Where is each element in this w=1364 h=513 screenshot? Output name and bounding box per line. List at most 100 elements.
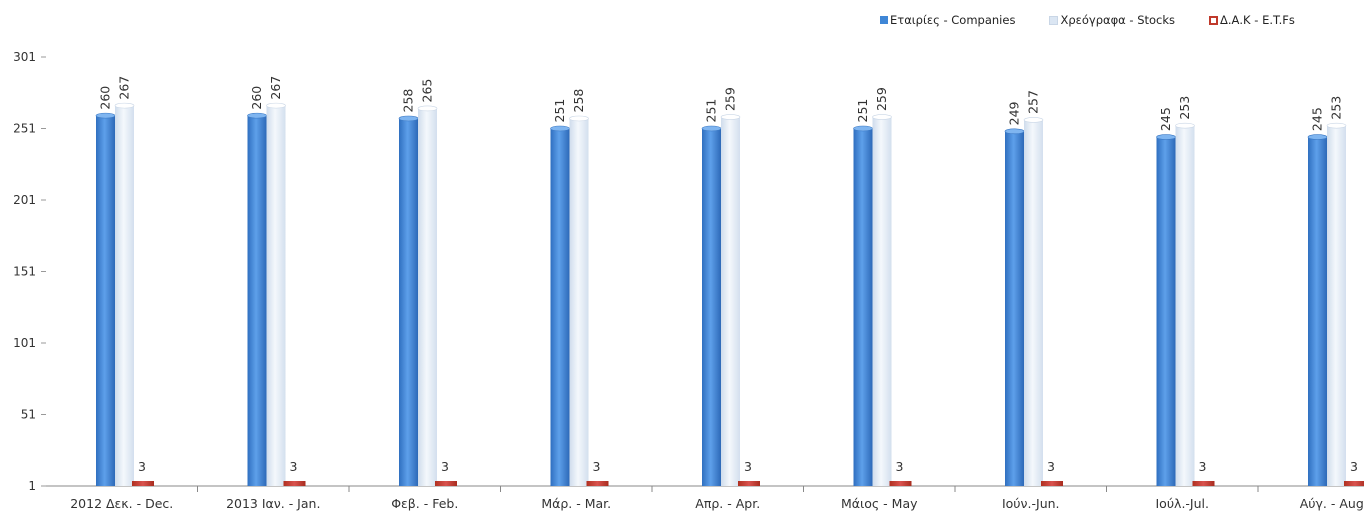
- bar-cap-stocks: [266, 102, 286, 109]
- y-tick-label: 151: [13, 265, 36, 279]
- bar-stocks: [1327, 125, 1346, 486]
- x-category-label: Φεβ. - Feb.: [391, 496, 458, 511]
- y-tick-label: 301: [13, 50, 36, 64]
- legend-swatch-etfs: [1209, 15, 1219, 25]
- bar-stocks: [418, 108, 437, 486]
- bar-cap-companies: [247, 112, 267, 119]
- bar-companies: [96, 115, 115, 486]
- value-label-companies: 245: [1310, 107, 1325, 131]
- value-label-stocks: 253: [1177, 96, 1192, 120]
- bar-cap-stocks: [872, 114, 892, 120]
- chart-labels: 2012 Δεκ. - Dec. 260 267 3 2013 Ιαν. - Jan. 2…: [70, 76, 1364, 511]
- legend-swatch-companies: [880, 16, 888, 24]
- value-label-companies: 251: [552, 99, 567, 123]
- bar-etfs: [435, 481, 457, 486]
- value-label-companies: 249: [1007, 101, 1022, 125]
- bar-stocks: [1024, 119, 1043, 487]
- y-tick-label: 51: [21, 408, 36, 422]
- bar-companies: [399, 118, 418, 487]
- bar-cap-companies: [853, 125, 873, 132]
- legend-item-etfs: Δ.Α.Κ - E.T.Fs: [1209, 13, 1295, 27]
- bar-cap-stocks: [417, 105, 438, 112]
- value-label-companies: 245: [1158, 107, 1173, 131]
- value-label-stocks: 259: [723, 87, 738, 111]
- value-label-companies: 251: [704, 99, 719, 123]
- x-category-label: Μάρ. - Mar.: [541, 496, 611, 511]
- legend-label-etfs: Δ.Α.Κ - E.T.Fs: [1220, 13, 1295, 27]
- x-category-label: Ιούν.-Jun.: [1002, 496, 1060, 511]
- bar-cap-stocks: [1175, 122, 1195, 129]
- bar-cap-stocks: [720, 114, 741, 120]
- legend-swatch-stocks: [1049, 15, 1059, 25]
- bar-stocks: [721, 117, 740, 486]
- bar-cap-stocks: [114, 102, 135, 109]
- chart-bars: [95, 102, 1364, 487]
- bar-cap-companies: [1156, 134, 1176, 140]
- bar-companies: [550, 128, 570, 486]
- value-label-companies: 260: [249, 86, 264, 110]
- bar-stocks: [1175, 125, 1195, 486]
- legend-item-companies: Εταιρίες - Companies: [880, 13, 1015, 27]
- x-category-label: 2013 Ιαν. - Jan.: [226, 496, 320, 511]
- x-category-label: Απρ. - Apr.: [695, 496, 760, 511]
- bar-cap-companies: [95, 112, 116, 119]
- bar-cap-stocks: [569, 115, 589, 122]
- legend-label-stocks: Χρεόγραφα - Stocks: [1060, 13, 1176, 27]
- chart-legend: Εταιρίες - Companies Χρεόγραφα - Stocks …: [880, 13, 1329, 27]
- value-label-etfs: 3: [593, 459, 601, 474]
- bar-etfs: [1041, 481, 1063, 486]
- value-label-etfs: 3: [1047, 459, 1055, 474]
- bar-cap-companies: [550, 125, 570, 132]
- x-category-label: Αύγ. - Aug.: [1300, 496, 1364, 511]
- y-tick-label: 1: [28, 479, 36, 493]
- bar-cap-companies: [398, 115, 419, 122]
- bar-stocks: [569, 118, 589, 487]
- y-tick-label: 201: [13, 193, 36, 207]
- bar-etfs: [586, 481, 609, 486]
- x-category-label: Ιούλ.-Jul.: [1155, 496, 1209, 511]
- y-tick-label: 101: [13, 336, 36, 350]
- bar-stocks: [266, 105, 286, 487]
- bar-companies: [702, 128, 721, 486]
- bar-etfs: [889, 481, 912, 486]
- value-label-companies: 251: [855, 99, 870, 123]
- bar-companies: [1005, 131, 1024, 487]
- y-tick-label: 251: [13, 122, 36, 136]
- value-label-etfs: 3: [138, 459, 146, 474]
- value-label-stocks: 267: [117, 76, 132, 100]
- value-label-stocks: 258: [571, 89, 586, 113]
- value-label-stocks: 265: [420, 79, 435, 103]
- x-category-label: 2012 Δεκ. - Dec.: [70, 496, 173, 511]
- legend-label-companies: Εταιρίες - Companies: [890, 13, 1016, 27]
- bar-etfs: [283, 481, 306, 486]
- value-label-etfs: 3: [290, 459, 298, 474]
- bar-stocks: [872, 117, 892, 486]
- bar-companies: [247, 115, 267, 486]
- value-label-companies: 260: [98, 86, 113, 110]
- bar-cap-stocks: [1023, 117, 1044, 123]
- bar-stocks: [115, 105, 134, 487]
- value-label-companies: 258: [401, 89, 416, 113]
- value-label-etfs: 3: [1350, 459, 1358, 474]
- value-label-stocks: 267: [268, 76, 283, 100]
- bar-companies: [1308, 137, 1327, 486]
- bar-etfs: [1344, 481, 1364, 486]
- legend-item-stocks: Χρεόγραφα - Stocks: [1049, 13, 1175, 27]
- bar-cap-companies: [701, 125, 722, 132]
- value-label-stocks: 257: [1026, 90, 1041, 114]
- value-label-etfs: 3: [896, 459, 904, 474]
- bar-cap-companies: [1307, 134, 1328, 140]
- bar-companies: [1156, 137, 1176, 486]
- x-category-label: Μάιος - May: [841, 496, 918, 511]
- bar-companies: [853, 128, 873, 486]
- bar-etfs: [738, 481, 760, 486]
- bar-etfs: [1192, 481, 1215, 486]
- bar-cap-companies: [1004, 128, 1025, 135]
- bar-cap-stocks: [1326, 122, 1347, 129]
- value-label-etfs: 3: [441, 459, 449, 474]
- value-label-stocks: 259: [874, 87, 889, 111]
- value-label-etfs: 3: [1199, 459, 1207, 474]
- value-label-stocks: 253: [1329, 96, 1344, 120]
- value-label-etfs: 3: [744, 459, 752, 474]
